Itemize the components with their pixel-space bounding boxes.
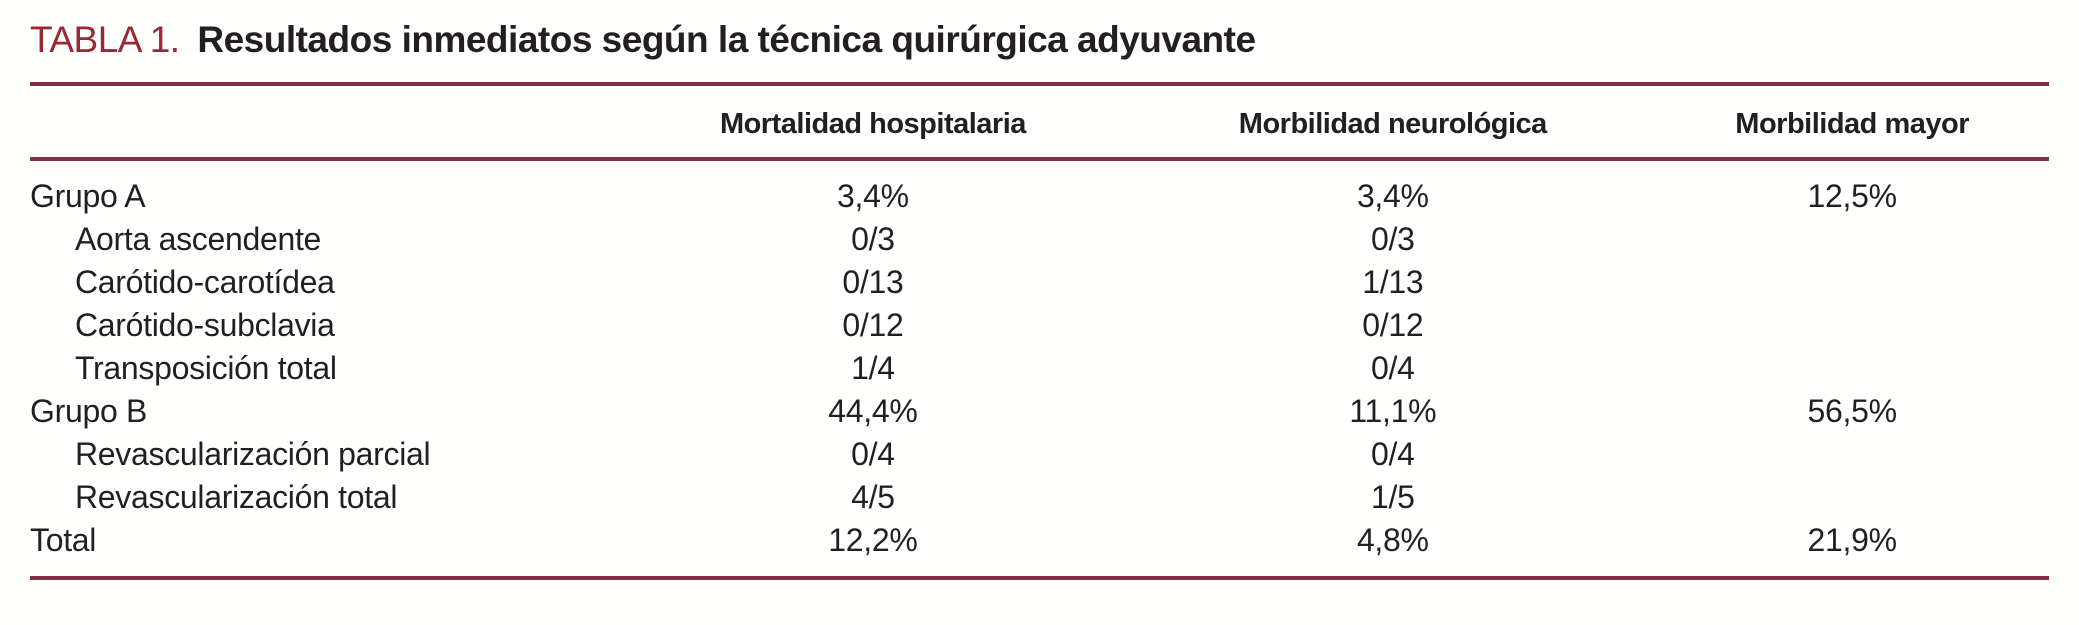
table-row: Revascularización parcial 0/4 0/4 — [30, 433, 2049, 476]
table-number-label: TABLA 1. — [30, 19, 180, 60]
cell-morbilidad-neurologica: 0/12 — [1362, 307, 1424, 343]
cell-morbilidad-mayor: 21,9% — [1807, 522, 1898, 558]
cell-mortalidad: 0/3 — [851, 221, 895, 257]
table-row: Aorta ascendente 0/3 0/3 — [30, 218, 2049, 261]
table-row: Revascularización total 4/5 1/5 — [30, 476, 2049, 519]
cell-mortalidad: 1/4 — [851, 350, 895, 386]
cell-morbilidad-mayor: 12,5% — [1807, 178, 1898, 214]
cell-mortalidad: 44,4% — [828, 393, 918, 429]
row-label: Revascularización total — [75, 479, 398, 515]
header-row: Mortalidad hospitalaria Morbilidad neuro… — [30, 86, 2049, 161]
cell-morbilidad-mayor — [1655, 304, 2049, 347]
row-label: Carótido-carotídea — [75, 264, 335, 300]
table-caption: TABLA 1. Resultados inmediatos según la … — [30, 0, 2049, 62]
cell-morbilidad-neurologica: 1/5 — [1371, 479, 1415, 515]
cell-morbilidad-neurologica: 0/3 — [1371, 221, 1415, 257]
header-morbilidad-mayor: Morbilidad mayor — [1655, 86, 2049, 161]
cell-morbilidad-mayor — [1655, 347, 2049, 390]
cell-morbilidad-mayor: 56,5% — [1807, 393, 1898, 429]
header-empty-cell — [30, 86, 616, 161]
table-row: Total 12,2% 4,8% 21,9% — [30, 519, 2049, 578]
cell-morbilidad-mayor — [1655, 218, 2049, 261]
row-label: Carótido-subclavia — [75, 307, 335, 343]
cell-morbilidad-mayor — [1655, 261, 2049, 304]
table-row: Transposición total 1/4 0/4 — [30, 347, 2049, 390]
caption-divider-rule — [30, 82, 2049, 86]
table-row: Carótido-carotídea 0/13 1/13 — [30, 261, 2049, 304]
table-row: Grupo B 44,4% 11,1% 56,5% — [30, 390, 2049, 433]
row-label: Grupo B — [30, 393, 148, 429]
cell-morbilidad-neurologica: 1/13 — [1362, 264, 1424, 300]
row-label: Transposición total — [75, 350, 337, 386]
header-mortalidad-hospitalaria: Mortalidad hospitalaria — [615, 86, 1131, 161]
cell-morbilidad-mayor — [1655, 433, 2049, 476]
cell-mortalidad: 0/13 — [842, 264, 904, 300]
header-morbilidad-neurologica: Morbilidad neurológica — [1130, 86, 1656, 161]
table-title: Resultados inmediatos según la técnica q… — [197, 19, 1256, 60]
cell-morbilidad-neurologica: 0/4 — [1371, 436, 1415, 472]
row-label: Revascularización parcial — [75, 436, 431, 472]
cell-morbilidad-neurologica: 4,8% — [1356, 522, 1429, 558]
cell-morbilidad-mayor — [1655, 476, 2049, 519]
cell-morbilidad-neurologica: 3,4% — [1356, 178, 1429, 214]
cell-morbilidad-neurologica: 11,1% — [1349, 393, 1437, 429]
table-row: Carótido-subclavia 0/12 0/12 — [30, 304, 2049, 347]
cell-mortalidad: 12,2% — [828, 522, 918, 558]
table-row: Grupo A 3,4% 3,4% 12,5% — [30, 159, 2049, 218]
cell-mortalidad: 4/5 — [851, 479, 895, 515]
row-label: Grupo A — [30, 178, 146, 214]
cell-mortalidad: 0/12 — [842, 307, 904, 343]
row-label: Aorta ascendente — [75, 221, 322, 257]
cell-morbilidad-neurologica: 0/4 — [1371, 350, 1415, 386]
row-label: Total — [30, 522, 97, 558]
cell-mortalidad: 3,4% — [837, 178, 909, 214]
cell-mortalidad: 0/4 — [851, 436, 895, 472]
results-table: Mortalidad hospitalaria Morbilidad neuro… — [30, 86, 2049, 580]
